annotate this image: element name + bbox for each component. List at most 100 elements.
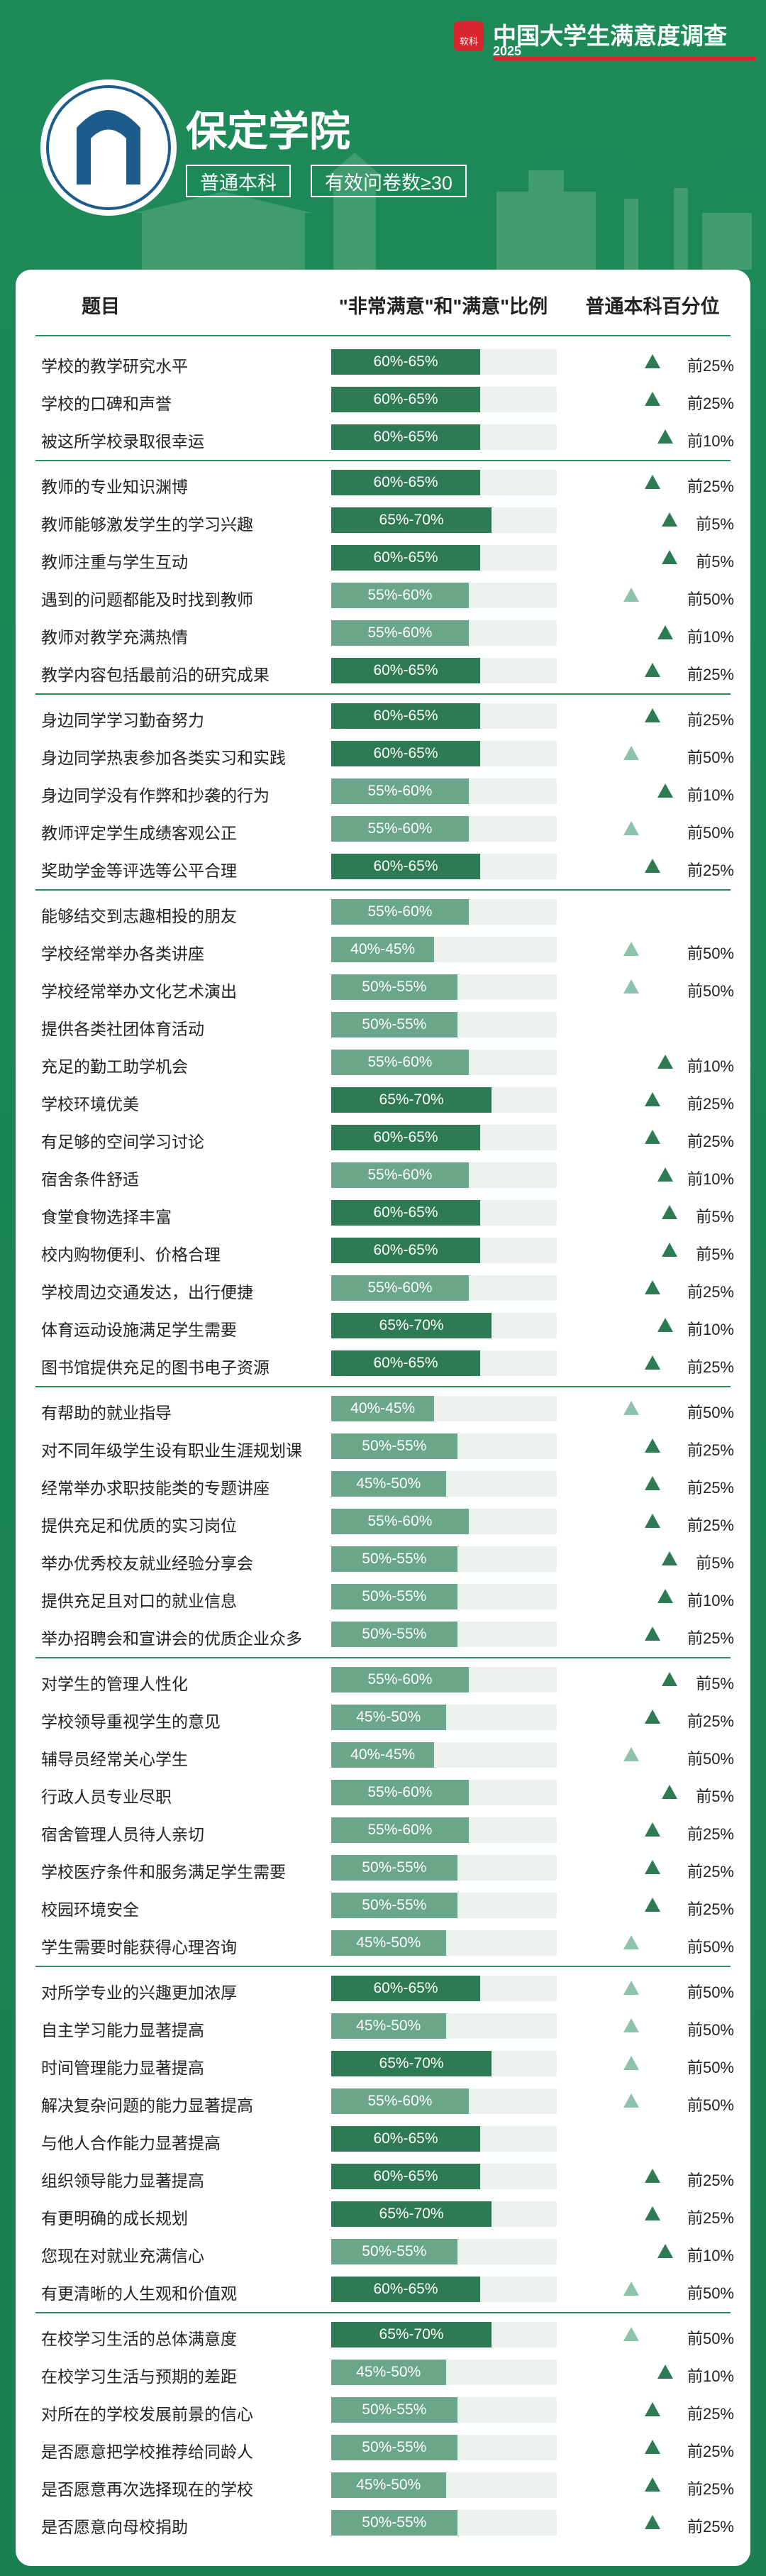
rank-marker	[645, 2515, 660, 2529]
rank-marker	[657, 1589, 673, 1603]
rank-marker	[623, 588, 639, 602]
rank: 前50%	[687, 2284, 734, 2302]
rank: 前5%	[696, 515, 734, 533]
item-label: 提供各类社团体育活动	[41, 1020, 204, 1038]
bar: 50%-55%	[331, 1433, 457, 1459]
rank: 前5%	[696, 1554, 734, 1572]
item-label: 校园环境安全	[41, 1900, 139, 1919]
rank: 前5%	[696, 1208, 734, 1226]
item-label: 充足的勤工助学机会	[41, 1057, 188, 1076]
bar: 65%-70%	[331, 1313, 492, 1338]
item-label: 被这所学校录取很幸运	[41, 432, 204, 451]
rank: 前50%	[687, 982, 734, 1000]
item-label: 举办优秀校友就业经验分享会	[41, 1554, 253, 1573]
item-label: 学校环境优美	[41, 1095, 139, 1113]
rank: 前25%	[687, 711, 734, 729]
rank: 前25%	[687, 2443, 734, 2460]
rank-marker	[657, 1055, 673, 1069]
item-label: 举办招聘会和宣讲会的优质企业众多	[41, 1629, 302, 1648]
rank-marker	[645, 392, 660, 406]
item-label: 是否愿意向母校捐助	[41, 2518, 188, 2536]
rank-marker	[645, 1822, 660, 1837]
divider	[35, 1657, 731, 1658]
rank: 前10%	[687, 2247, 734, 2264]
item-label: 有更明确的成长规划	[41, 2209, 188, 2228]
rank: 前50%	[687, 749, 734, 766]
rank: 前50%	[687, 2096, 734, 2114]
bar: 60%-65%	[331, 1976, 480, 2001]
bar: 50%-55%	[331, 1012, 457, 1037]
emblem-year: 1904	[99, 186, 118, 194]
tag: 普通本科	[186, 165, 291, 197]
decor	[40, 21, 755, 270]
item-label: 身边同学学习勤奋努力	[41, 711, 204, 730]
rank-marker	[645, 859, 660, 873]
bar: 65%-70%	[331, 2051, 492, 2076]
rank: 前50%	[687, 590, 734, 608]
rank-marker	[645, 1438, 660, 1453]
rank: 前25%	[687, 666, 734, 683]
year: 2025	[493, 44, 522, 58]
bar: 50%-55%	[331, 974, 457, 1000]
rank: 前25%	[687, 395, 734, 412]
item-label: 教师的专业知识渊博	[41, 478, 188, 496]
item-label: 遇到的问题都能及时找到教师	[41, 590, 253, 609]
rank-marker	[657, 625, 673, 639]
rank-marker	[657, 1318, 673, 1332]
rank: 前25%	[687, 478, 734, 495]
rank: 前10%	[687, 1057, 734, 1075]
bar: 55%-60%	[331, 899, 469, 925]
bar: 55%-60%	[331, 1162, 469, 1188]
rank: 前5%	[696, 1675, 734, 1692]
brand-logo: 软科	[459, 36, 478, 47]
item-label: 辅导员经常关心学生	[41, 1750, 188, 1768]
bar: 50%-55%	[331, 2435, 457, 2460]
rank-marker	[662, 1205, 677, 1219]
item-label: 是否愿意再次选择现在的学校	[41, 2480, 253, 2499]
item-label: 教师评定学生成绩客观公正	[41, 824, 237, 842]
bar: 50%-55%	[331, 1546, 457, 1572]
rank: 前5%	[696, 1245, 734, 1263]
rank-marker	[645, 1355, 660, 1370]
rank: 前50%	[687, 2021, 734, 2039]
item-label: 学校领导重视学生的意见	[41, 1712, 221, 1731]
item-label: 提供充足且对口的就业信息	[41, 1592, 237, 1610]
rank: 前25%	[687, 2209, 734, 2227]
bar: 60%-65%	[331, 703, 480, 729]
bar: 60%-65%	[331, 424, 480, 450]
rank-marker	[657, 1167, 673, 1182]
bar: 55%-60%	[331, 583, 469, 608]
bar: 55%-60%	[331, 1780, 469, 1805]
bar: 45%-50%	[331, 1705, 446, 1730]
bar: 65%-70%	[331, 2322, 492, 2347]
item-label: 解决复杂问题的能力显著提高	[41, 2096, 253, 2115]
bar: 60%-65%	[331, 2164, 480, 2189]
bar: 40%-45%	[331, 937, 435, 962]
rank-marker	[645, 2477, 660, 2492]
bar: 50%-55%	[331, 1893, 457, 1918]
rank-marker	[623, 1401, 639, 1415]
bar: 60%-65%	[331, 1238, 480, 1263]
rank-marker	[645, 663, 660, 677]
rank-marker	[657, 429, 673, 444]
rank: 前50%	[687, 2059, 734, 2076]
bar: 55%-60%	[331, 1817, 469, 1843]
rank-marker	[645, 2402, 660, 2416]
rank: 前25%	[687, 2518, 734, 2536]
rank: 前25%	[687, 1441, 734, 1459]
item-label: 学校经常举办文化艺术演出	[41, 982, 237, 1001]
rank-marker	[662, 512, 677, 527]
item-label: 能够结交到志趣相投的朋友	[41, 907, 237, 925]
rank: 前10%	[687, 2367, 734, 2385]
bar: 50%-55%	[331, 2397, 457, 2423]
item-label: 在校学习生活的总体满意度	[41, 2330, 237, 2348]
rank-marker	[662, 1243, 677, 1257]
item-label: 对学生的管理人性化	[41, 1675, 188, 1693]
rank-marker	[623, 2281, 639, 2296]
item-label: 组织领导能力显著提高	[41, 2172, 204, 2190]
rank: 前25%	[687, 1479, 734, 1497]
rank: 前50%	[687, 824, 734, 842]
rank: 前50%	[687, 2330, 734, 2347]
bar: 55%-60%	[331, 1275, 469, 1301]
rank-marker	[645, 354, 660, 368]
